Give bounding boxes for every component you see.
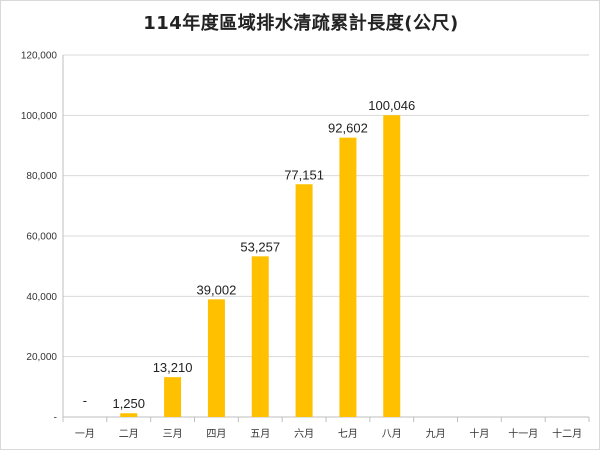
data-label: 13,210 xyxy=(153,360,193,375)
x-tick-label: 七月 xyxy=(338,428,358,440)
x-tick-label: 三月 xyxy=(163,428,183,440)
y-tick-label: 80,000 xyxy=(26,171,57,182)
data-label: 53,257 xyxy=(240,239,280,254)
y-tick-label: 40,000 xyxy=(26,292,57,303)
bar xyxy=(164,377,182,417)
y-tick-label: 100,000 xyxy=(21,111,58,122)
data-label: - xyxy=(83,393,87,408)
data-label: 92,602 xyxy=(328,121,368,136)
bar xyxy=(207,299,225,417)
bar xyxy=(383,115,401,417)
chart-title: 114年度區域排水清疏累計長度(公尺) xyxy=(143,13,459,34)
data-label: 77,151 xyxy=(284,167,324,182)
x-tick-label: 八月 xyxy=(382,428,402,440)
x-tick-label: 十月 xyxy=(469,427,489,440)
data-label: 39,002 xyxy=(197,282,237,297)
x-tick-label: 五月 xyxy=(250,428,270,440)
data-labels: - 1,250 13,210 39,002 53,257 77,151 92,602100,… xyxy=(83,98,416,411)
x-tick-label: 二月 xyxy=(119,428,139,440)
x-tick-label: 十一月 xyxy=(508,427,538,440)
bar xyxy=(339,137,357,417)
axes xyxy=(62,55,590,422)
y-tick-label: - xyxy=(54,413,57,424)
bars xyxy=(120,115,401,417)
y-tick-label: 60,000 xyxy=(26,232,57,243)
x-tick-label: 六月 xyxy=(294,428,314,440)
data-label: 100,046 xyxy=(368,98,415,113)
bar xyxy=(251,256,269,417)
y-tick-label: 20,000 xyxy=(26,352,57,363)
x-tick-labels: 一月 二月 三月 四月 五月 六月 七月 八月 九月 十月 十一月 十二月 xyxy=(75,427,582,440)
x-tick-label: 一月 xyxy=(75,428,95,440)
x-tick-label: 四月 xyxy=(206,428,226,440)
bar xyxy=(120,413,138,417)
x-tick-label: 九月 xyxy=(426,428,446,440)
x-tick-label: 十二月 xyxy=(552,427,582,440)
gridlines xyxy=(63,54,589,358)
y-tick-labels: - 20,000 40,000 60,000 80,000 100,000 120,000 xyxy=(21,51,58,424)
data-label: 1,250 xyxy=(112,396,145,411)
y-tick-label: 120,000 xyxy=(21,51,58,62)
bar xyxy=(295,184,313,417)
